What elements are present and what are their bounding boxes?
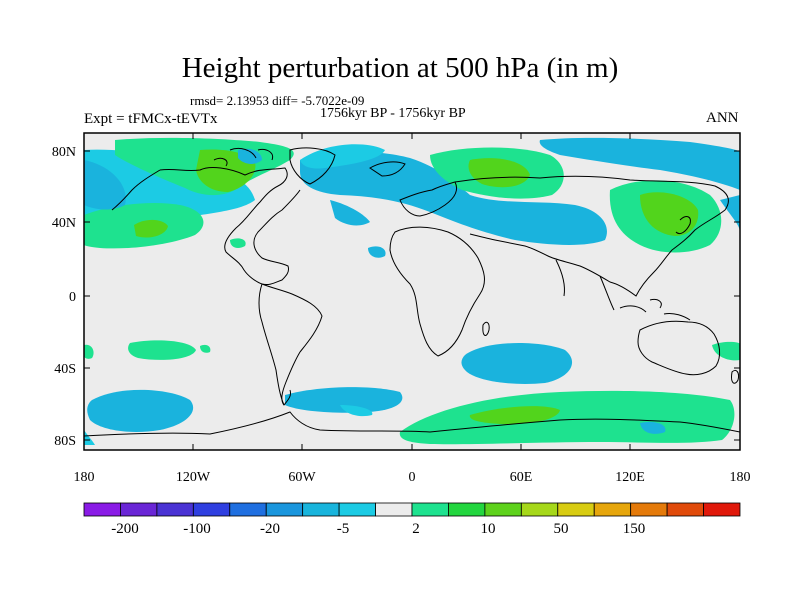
colorbar-swatch bbox=[266, 503, 302, 516]
colorbar-label: 10 bbox=[481, 521, 496, 537]
colorbar-swatch bbox=[230, 503, 266, 516]
colorbar-label: -100 bbox=[183, 521, 211, 537]
colorbar-swatch bbox=[120, 503, 156, 516]
colorbar-label: 150 bbox=[623, 521, 646, 537]
colorbar-swatch bbox=[448, 503, 484, 516]
colorbar-labels: -200 -100 -20 -5 2 10 50 150 bbox=[111, 521, 645, 537]
colorbar-swatch bbox=[667, 503, 703, 516]
colorbar-label: -20 bbox=[260, 521, 280, 537]
colorbar-swatch bbox=[521, 503, 557, 516]
colorbar-swatch bbox=[84, 503, 120, 516]
colorbar-swatch bbox=[303, 503, 339, 516]
colorbar-swatch bbox=[193, 503, 229, 516]
colorbar-swatch bbox=[631, 503, 667, 516]
colorbar-label: -5 bbox=[337, 521, 350, 537]
colorbar-swatch bbox=[704, 503, 740, 516]
colorbar-label: 2 bbox=[412, 521, 420, 537]
colorbar-swatch bbox=[376, 503, 412, 516]
colorbar-swatch bbox=[412, 503, 448, 516]
colorbar-swatch bbox=[339, 503, 375, 516]
colorbar-swatch bbox=[594, 503, 630, 516]
colorbar-swatch bbox=[558, 503, 594, 516]
colorbar-swatch bbox=[157, 503, 193, 516]
colorbar-swatch bbox=[485, 503, 521, 516]
colorbar-boxes bbox=[84, 503, 740, 516]
colorbar-label: 50 bbox=[554, 521, 569, 537]
colorbar-label: -200 bbox=[111, 521, 139, 537]
